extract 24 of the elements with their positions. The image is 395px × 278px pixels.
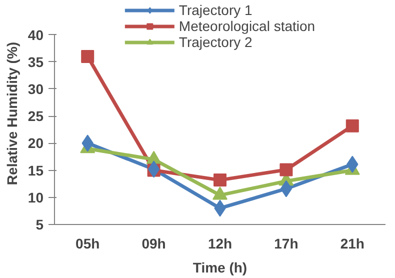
x-tick-label: 05h (76, 236, 100, 252)
y-tick-label: 15 (28, 162, 44, 178)
point (280, 163, 293, 176)
point (214, 174, 226, 187)
point (280, 180, 292, 198)
x-tick-label: 09h (142, 236, 166, 252)
y-tick-label: 30 (28, 80, 44, 97)
y-axis-title: Relative Humidity (%) (4, 42, 20, 186)
y-tick-label: 35 (28, 54, 44, 70)
x-tick-label: 17h (274, 236, 298, 252)
point (148, 160, 160, 178)
x-tick-label: 21h (340, 236, 364, 252)
x-axis-title: Time (h) (192, 260, 248, 276)
point (81, 50, 94, 63)
y-tick-label: 20 (28, 135, 44, 152)
x-tick-label: 12h (208, 236, 232, 252)
y-tick-label: 25 (28, 108, 44, 124)
y-tick-label: 40 (28, 26, 44, 43)
legend-label: Trajectory 2 (178, 34, 252, 50)
y-tick-label: 5 (36, 216, 44, 232)
y-tick-label: 10 (28, 189, 44, 206)
legend-label: Trajectory 1 (178, 2, 252, 18)
legend-label: Meteorological station (178, 18, 316, 34)
point (346, 119, 359, 132)
